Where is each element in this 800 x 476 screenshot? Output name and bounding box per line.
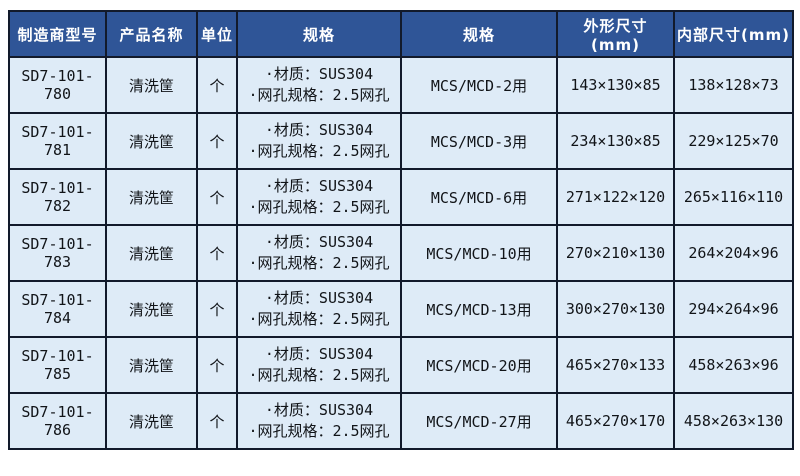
cell-model: SD7-101-783 [8,224,107,282]
column-header-model: 制造商型号 [8,10,107,58]
spec-line-material: ·材质：SUS304 [264,401,374,419]
cell-unit: 个 [196,56,238,114]
spec-line-mesh: ·网孔规格：2.5网孔 [248,366,390,384]
cell-model: SD7-101-786 [8,392,107,450]
cell-product: 清洗筐 [105,280,198,338]
cell-spec: ·材质：SUS304 ·网孔规格：2.5网孔 [236,168,402,226]
table-row: SD7-101-786 清洗筐 个 ·材质：SUS304 ·网孔规格：2.5网孔… [8,392,794,450]
table-row: SD7-101-783 清洗筐 个 ·材质：SUS304 ·网孔规格：2.5网孔… [8,224,794,282]
table-row: SD7-101-785 清洗筐 个 ·材质：SUS304 ·网孔规格：2.5网孔… [8,336,794,394]
cell-outer-dim: 234×130×85 [556,112,675,170]
cell-product: 清洗筐 [105,112,198,170]
spec-line-material: ·材质：SUS304 [264,289,374,307]
cell-compat: MCS/MCD-13用 [400,280,558,338]
cell-product: 清洗筐 [105,392,198,450]
spec-line-material: ·材质：SUS304 [264,65,374,83]
cell-unit: 个 [196,168,238,226]
spec-line-material: ·材质：SUS304 [264,121,374,139]
product-spec-table: 制造商型号 产品名称 单位 规格 规格 外形尺寸(mm) 内部尺寸(mm) SD… [8,10,794,450]
cell-spec: ·材质：SUS304 ·网孔规格：2.5网孔 [236,112,402,170]
cell-model: SD7-101-781 [8,112,107,170]
cell-inner-dim: 294×264×96 [673,280,794,338]
cell-product: 清洗筐 [105,336,198,394]
spec-line-mesh: ·网孔规格：2.5网孔 [248,198,390,216]
cell-inner-dim: 264×204×96 [673,224,794,282]
cell-model: SD7-101-780 [8,56,107,114]
spec-line-mesh: ·网孔规格：2.5网孔 [248,86,390,104]
cell-compat: MCS/MCD-6用 [400,168,558,226]
cell-product: 清洗筐 [105,56,198,114]
cell-compat: MCS/MCD-10用 [400,224,558,282]
spec-line-material: ·材质：SUS304 [264,233,374,251]
cell-spec: ·材质：SUS304 ·网孔规格：2.5网孔 [236,56,402,114]
cell-model: SD7-101-782 [8,168,107,226]
cell-unit: 个 [196,280,238,338]
table-row: SD7-101-782 清洗筐 个 ·材质：SUS304 ·网孔规格：2.5网孔… [8,168,794,226]
cell-inner-dim: 458×263×130 [673,392,794,450]
cell-inner-dim: 265×116×110 [673,168,794,226]
cell-spec: ·材质：SUS304 ·网孔规格：2.5网孔 [236,336,402,394]
spec-line-mesh: ·网孔规格：2.5网孔 [248,422,390,440]
cell-compat: MCS/MCD-27用 [400,392,558,450]
cell-inner-dim: 458×263×96 [673,336,794,394]
column-header-unit: 单位 [196,10,238,58]
cell-inner-dim: 229×125×70 [673,112,794,170]
cell-model: SD7-101-785 [8,336,107,394]
cell-product: 清洗筐 [105,168,198,226]
cell-spec: ·材质：SUS304 ·网孔规格：2.5网孔 [236,392,402,450]
column-header-product-name: 产品名称 [105,10,198,58]
cell-outer-dim: 270×210×130 [556,224,675,282]
cell-compat: MCS/MCD-2用 [400,56,558,114]
column-header-spec: 规格 [236,10,402,58]
cell-unit: 个 [196,112,238,170]
cell-outer-dim: 143×130×85 [556,56,675,114]
spec-line-material: ·材质：SUS304 [264,345,374,363]
cell-product: 清洗筐 [105,224,198,282]
cell-compat: MCS/MCD-20用 [400,336,558,394]
column-header-outer-size: 外形尺寸(mm) [556,10,675,58]
cell-spec: ·材质：SUS304 ·网孔规格：2.5网孔 [236,280,402,338]
cell-spec: ·材质：SUS304 ·网孔规格：2.5网孔 [236,224,402,282]
column-header-spec-compat: 规格 [400,10,558,58]
table-row: SD7-101-781 清洗筐 个 ·材质：SUS304 ·网孔规格：2.5网孔… [8,112,794,170]
cell-outer-dim: 271×122×120 [556,168,675,226]
header-row: 制造商型号 产品名称 单位 规格 规格 外形尺寸(mm) 内部尺寸(mm) [8,10,794,58]
spec-line-mesh: ·网孔规格：2.5网孔 [248,310,390,328]
spec-line-material: ·材质：SUS304 [264,177,374,195]
cell-unit: 个 [196,392,238,450]
cell-unit: 个 [196,336,238,394]
column-header-inner-size: 内部尺寸(mm) [673,10,794,58]
cell-unit: 个 [196,224,238,282]
cell-outer-dim: 465×270×170 [556,392,675,450]
cell-outer-dim: 300×270×130 [556,280,675,338]
spec-line-mesh: ·网孔规格：2.5网孔 [248,254,390,272]
spec-line-mesh: ·网孔规格：2.5网孔 [248,142,390,160]
table-row: SD7-101-780 清洗筐 个 ·材质：SUS304 ·网孔规格：2.5网孔… [8,56,794,114]
cell-model: SD7-101-784 [8,280,107,338]
cell-compat: MCS/MCD-3用 [400,112,558,170]
cell-inner-dim: 138×128×73 [673,56,794,114]
cell-outer-dim: 465×270×133 [556,336,675,394]
table-row: SD7-101-784 清洗筐 个 ·材质：SUS304 ·网孔规格：2.5网孔… [8,280,794,338]
